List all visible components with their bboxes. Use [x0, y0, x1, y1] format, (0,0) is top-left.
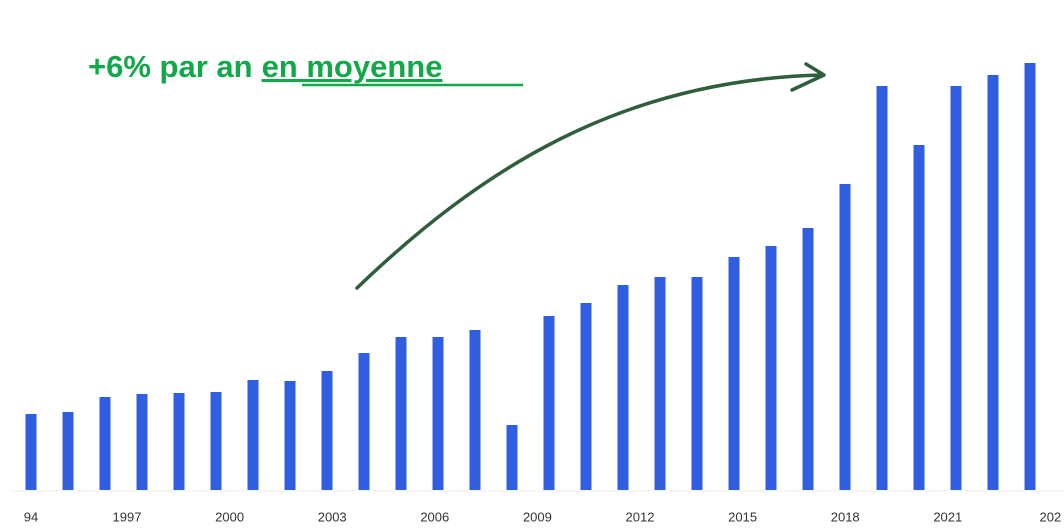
x-tick-label: 1997: [113, 509, 142, 524]
arrow-head: [790, 62, 826, 92]
bar: [987, 75, 999, 490]
bar: [839, 184, 851, 490]
bar: [395, 337, 407, 490]
x-tick-label: 2012: [626, 509, 655, 524]
bar: [876, 86, 888, 490]
bar: [432, 337, 444, 490]
x-tick-label: 2006: [420, 509, 449, 524]
bar: [728, 257, 740, 490]
bar: [210, 392, 222, 490]
annotation-underlined: en moyenne: [262, 49, 443, 84]
x-tick-label: 2018: [831, 509, 860, 524]
bar: [321, 371, 333, 490]
bar: [765, 246, 777, 490]
x-tick-label: 2009: [523, 509, 552, 524]
bar: [1024, 63, 1036, 490]
bar: [913, 145, 925, 490]
bar: [691, 277, 703, 490]
bar: [25, 414, 37, 490]
bar: [284, 381, 296, 490]
x-tick-label: 202: [1040, 509, 1062, 524]
trend-arrow: [355, 73, 824, 290]
bar: [136, 394, 148, 490]
bar: [543, 316, 555, 490]
annotation: +6% par an en moyenne: [88, 49, 442, 84]
bar: [654, 277, 666, 490]
annotation-text: +6% par an: [88, 49, 253, 84]
x-tick-label: 2000: [215, 509, 244, 524]
bar: [950, 86, 962, 490]
x-tick-label: 94: [24, 509, 38, 524]
bar: [580, 303, 592, 490]
bar: [99, 397, 111, 490]
x-tick-label: 2003: [318, 509, 347, 524]
x-tick-label: 2015: [728, 509, 757, 524]
bar: [802, 228, 814, 490]
bar: [173, 393, 185, 490]
bar: [62, 412, 74, 490]
bar: [506, 425, 518, 490]
bar: [358, 353, 370, 490]
bar: [617, 285, 629, 490]
x-tick-label: 2021: [933, 509, 962, 524]
bar: [247, 380, 259, 490]
bar: [469, 330, 481, 490]
